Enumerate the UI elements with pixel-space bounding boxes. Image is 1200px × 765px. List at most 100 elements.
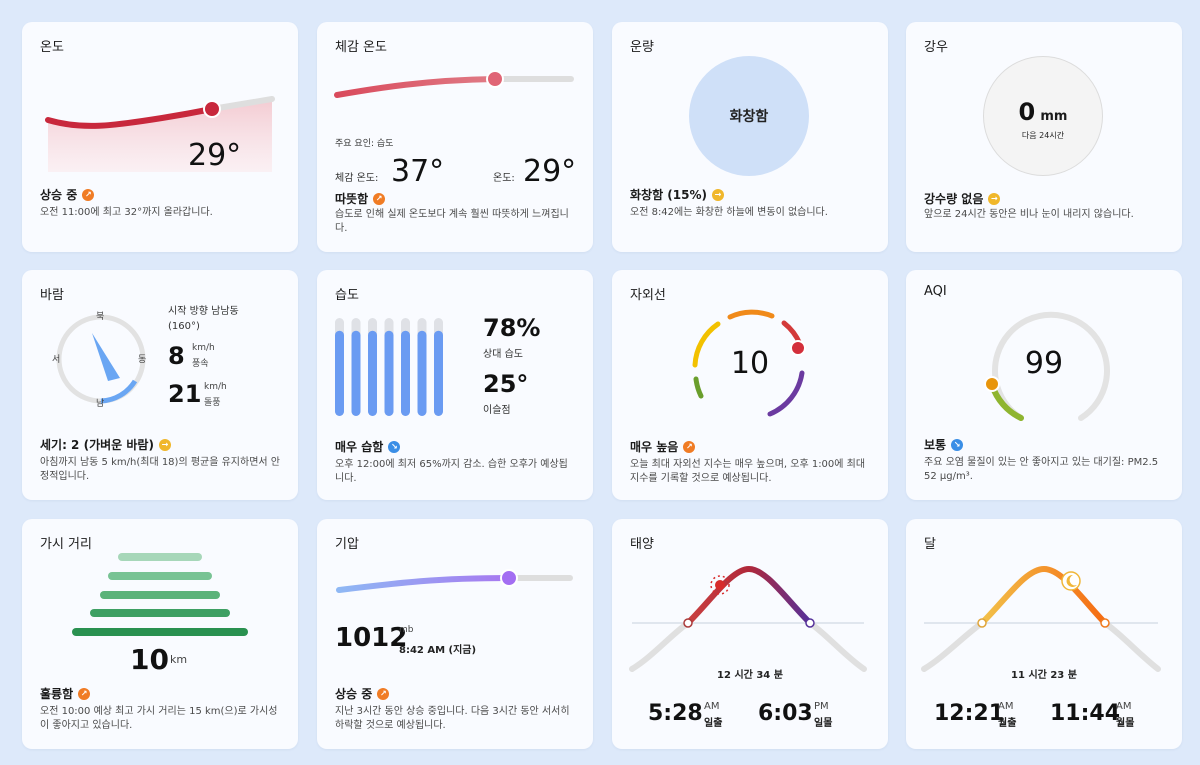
precipitation-card[interactable]: 강우 0 mm 다음 24시간 강수량 없음 → 앞으로 24시간 동안은 비나…	[906, 22, 1182, 252]
dew-point-label: 이슬점	[483, 405, 511, 416]
status-text: 세기: 2 (가벼운 바람)	[40, 438, 154, 452]
wind-gust-value: 21	[168, 380, 202, 408]
trend-flat-icon: →	[158, 438, 171, 451]
pressure-unit: mb	[399, 625, 414, 635]
trend-up-icon: ↗	[377, 687, 390, 700]
humidity-bar	[401, 330, 410, 416]
aqi-marker	[984, 376, 1000, 392]
pressure-slider	[336, 569, 573, 593]
trend-flat-icon: →	[712, 188, 724, 201]
description: 지난 3시간 동안 상승 중입니다. 다음 3시간 동안 서서히 하락할 것으로…	[335, 706, 570, 731]
pressure-time: 8:42 AM (지금)	[399, 645, 477, 656]
pressure-card[interactable]: 기압 1012 mb 8:42 AM (지금) 상승 중 ↗ 지난 3시간 동안…	[317, 519, 593, 749]
description: 습도로 인해 실제 온도보다 계속 훨씬 따뜻하게 느껴집니다.	[335, 209, 569, 234]
status-text: 매우 습함	[335, 440, 384, 454]
cloud-cover-card[interactable]: 운량 화창함 화창함 (15%) → 오전 8:42에는 화창한 하늘에 변동이…	[612, 22, 888, 252]
daylight-duration: 12 시간 34 분	[717, 670, 783, 681]
wind-speed-value: 8	[168, 342, 185, 370]
status-text: 훌륭함	[40, 687, 74, 701]
description: 주요 오염 물질이 있는 안 좋아지고 있는 대기질: PM2.5 52 μg/…	[924, 457, 1159, 482]
moon-card[interactable]: 달 11 시간 23 분 12:21 AM 월출 11:44 AM 월몰	[906, 519, 1182, 749]
card-title: 달	[924, 537, 936, 552]
compass-east: 동	[138, 355, 147, 365]
status-text: 보통	[924, 438, 947, 452]
precip-amount: 0	[1018, 98, 1036, 126]
trend-flat-icon: →	[988, 192, 1001, 205]
moonlight-duration: 11 시간 23 분	[1011, 670, 1077, 681]
actual-temp-label: 온도:	[493, 173, 515, 184]
status-text: 따뜻함	[335, 192, 369, 206]
wind-compass	[56, 314, 146, 404]
feels-like-slider	[334, 70, 574, 98]
aqi-card[interactable]: AQI 99 보통 ↘ 주요 오염 물질이 있는 안 좋아지고 있는 대기질: …	[906, 270, 1182, 500]
wind-gust-unit: km/h	[204, 382, 227, 392]
temperature-card[interactable]: 온도 29° 상승 중 ↗ 오전 11:00에 최고 32°까지 올라갑니다.	[22, 22, 298, 252]
description: 오후 12:00에 최저 65%까지 감소. 습한 오후가 예상됩니다.	[335, 459, 568, 484]
moonset-ampm: AM	[1116, 701, 1132, 712]
description: 오늘 최대 자외선 지수는 매우 높으며, 오후 1:00에 최대 지수를 기록…	[630, 459, 866, 484]
sunset-ampm: PM	[814, 701, 829, 712]
uv-card[interactable]: 자외선 10 매우 높음 ↗ 오늘 최대 자외선 지수는 매우 높으며, 오후 …	[612, 270, 888, 500]
card-title: 태양	[630, 537, 654, 552]
sunrise-label: 일출	[704, 718, 723, 729]
humidity-bar-chart	[335, 318, 443, 416]
card-title: 습도	[335, 288, 359, 303]
wind-direction-arrow	[92, 333, 120, 381]
card-title: 바람	[40, 288, 64, 303]
sunset-time: 6:03	[758, 701, 813, 726]
humidity-bar	[351, 330, 361, 416]
status-text: 강수량 없음	[924, 192, 984, 206]
feels-like-label: 체감 온도:	[335, 173, 379, 184]
compass-south: 남	[96, 399, 105, 409]
status-text: 매우 높음	[630, 440, 679, 454]
description: 아침까지 남동 5 km/h(최대 18)의 평균을 유지하면서 안정적입니다.	[40, 457, 280, 482]
sunrise-ampm: AM	[704, 701, 720, 712]
pressure-value: 1012	[335, 623, 408, 653]
description: 오전 10:00 예상 최고 가시 거리는 15 km(으)로 가시성이 좋아지…	[40, 706, 278, 731]
humidity-bar	[434, 330, 443, 416]
card-title: AQI	[924, 284, 947, 299]
card-title: 온도	[40, 40, 64, 55]
feels-like-card[interactable]: 체감 온도 주요 요인: 습도 체감 온도: 37° 온도: 29° 따뜻함 ↗…	[317, 22, 593, 252]
sun-icon	[710, 575, 730, 595]
feels-like-marker	[486, 70, 504, 88]
description: 앞으로 24시간 동안은 비나 눈이 내리지 않습니다.	[924, 209, 1134, 220]
humidity-card[interactable]: 습도 78% 상대 습도 25° 이슬점 매우 습함 ↘ 오후 12:00에 최…	[317, 270, 593, 500]
precip-period: 다음 24시간	[1021, 131, 1065, 140]
dew-point-value: 25°	[483, 370, 529, 398]
temperature-value: 29°	[188, 138, 242, 173]
humidity-bar	[335, 330, 344, 416]
sun-card[interactable]: 태양 12 시간 34 분 5:28 AM 일출 6:03 PM 일몰	[612, 519, 888, 749]
uv-marker	[790, 340, 806, 356]
visibility-unit: km	[170, 653, 188, 666]
moonset-label: 월몰	[1116, 718, 1135, 729]
card-title: 강우	[924, 40, 948, 55]
visibility-card[interactable]: 가시 거리 10 km 훌륭함 ↗ 오전 10:00 예상 최고 가시 거리는 …	[22, 519, 298, 749]
trend-up-icon: ↗	[373, 192, 386, 205]
wind-speed-label: 풍속	[192, 359, 209, 369]
wind-gust-label: 돌풍	[204, 398, 221, 408]
temperature-chart	[45, 96, 275, 172]
sunrise-time: 5:28	[648, 701, 703, 726]
card-title: 운량	[630, 40, 654, 55]
moonrise-label: 월출	[998, 718, 1017, 729]
visibility-chart	[72, 553, 248, 636]
trend-up-icon: ↗	[82, 188, 95, 201]
cloud-circle-label: 화창함	[729, 109, 769, 125]
description: 오전 8:42에는 화창한 하늘에 변동이 없습니다.	[630, 207, 828, 218]
moonset-time: 11:44	[1050, 701, 1121, 726]
uv-gauge	[692, 309, 806, 417]
status-text: 상승 중	[40, 188, 78, 202]
moon-icon	[1061, 571, 1081, 591]
feels-like-value: 37°	[391, 154, 445, 189]
sun-arc-chart	[629, 565, 867, 672]
cloud-cover-circle: 화창함	[689, 56, 809, 176]
current-temp-marker	[203, 100, 221, 118]
humidity-label: 상대 습도	[483, 349, 523, 360]
pressure-marker	[500, 569, 518, 587]
moonrise-time: 12:21	[934, 701, 1005, 726]
wind-card[interactable]: 바람 북 동 남 서 시작 방향 남남동 (160°) 8 km/h 풍속 21…	[22, 270, 298, 500]
precip-unit: mm	[1040, 109, 1068, 124]
visibility-value: 10	[130, 643, 169, 676]
humidity-bar	[384, 330, 394, 416]
